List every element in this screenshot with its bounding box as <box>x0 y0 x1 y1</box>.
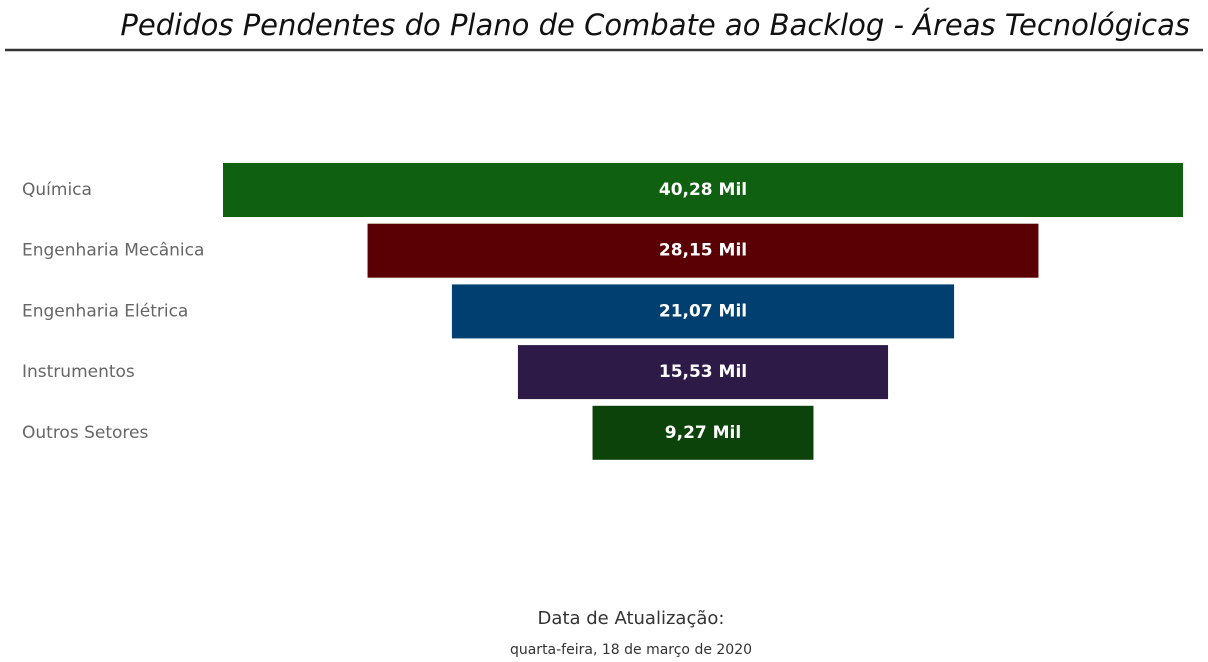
value-label: 21,07 Mil <box>659 301 747 321</box>
value-label: 40,28 Mil <box>659 180 747 200</box>
category-label: Engenharia Mecânica <box>22 241 204 261</box>
category-label: Outros Setores <box>22 423 148 443</box>
value-label: 28,15 Mil <box>659 241 747 261</box>
category-label: Química <box>22 180 92 200</box>
category-label: Engenharia Elétrica <box>22 301 188 321</box>
update-date: quarta-feira, 18 de março de 2020 <box>510 642 752 658</box>
value-label: 9,27 Mil <box>665 423 741 443</box>
category-label: Instrumentos <box>22 362 135 382</box>
update-label: Data de Atualização: <box>538 608 725 629</box>
chart-title: Pedidos Pendentes do Plano de Combate ao… <box>120 8 1190 42</box>
value-label: 15,53 Mil <box>659 362 747 382</box>
